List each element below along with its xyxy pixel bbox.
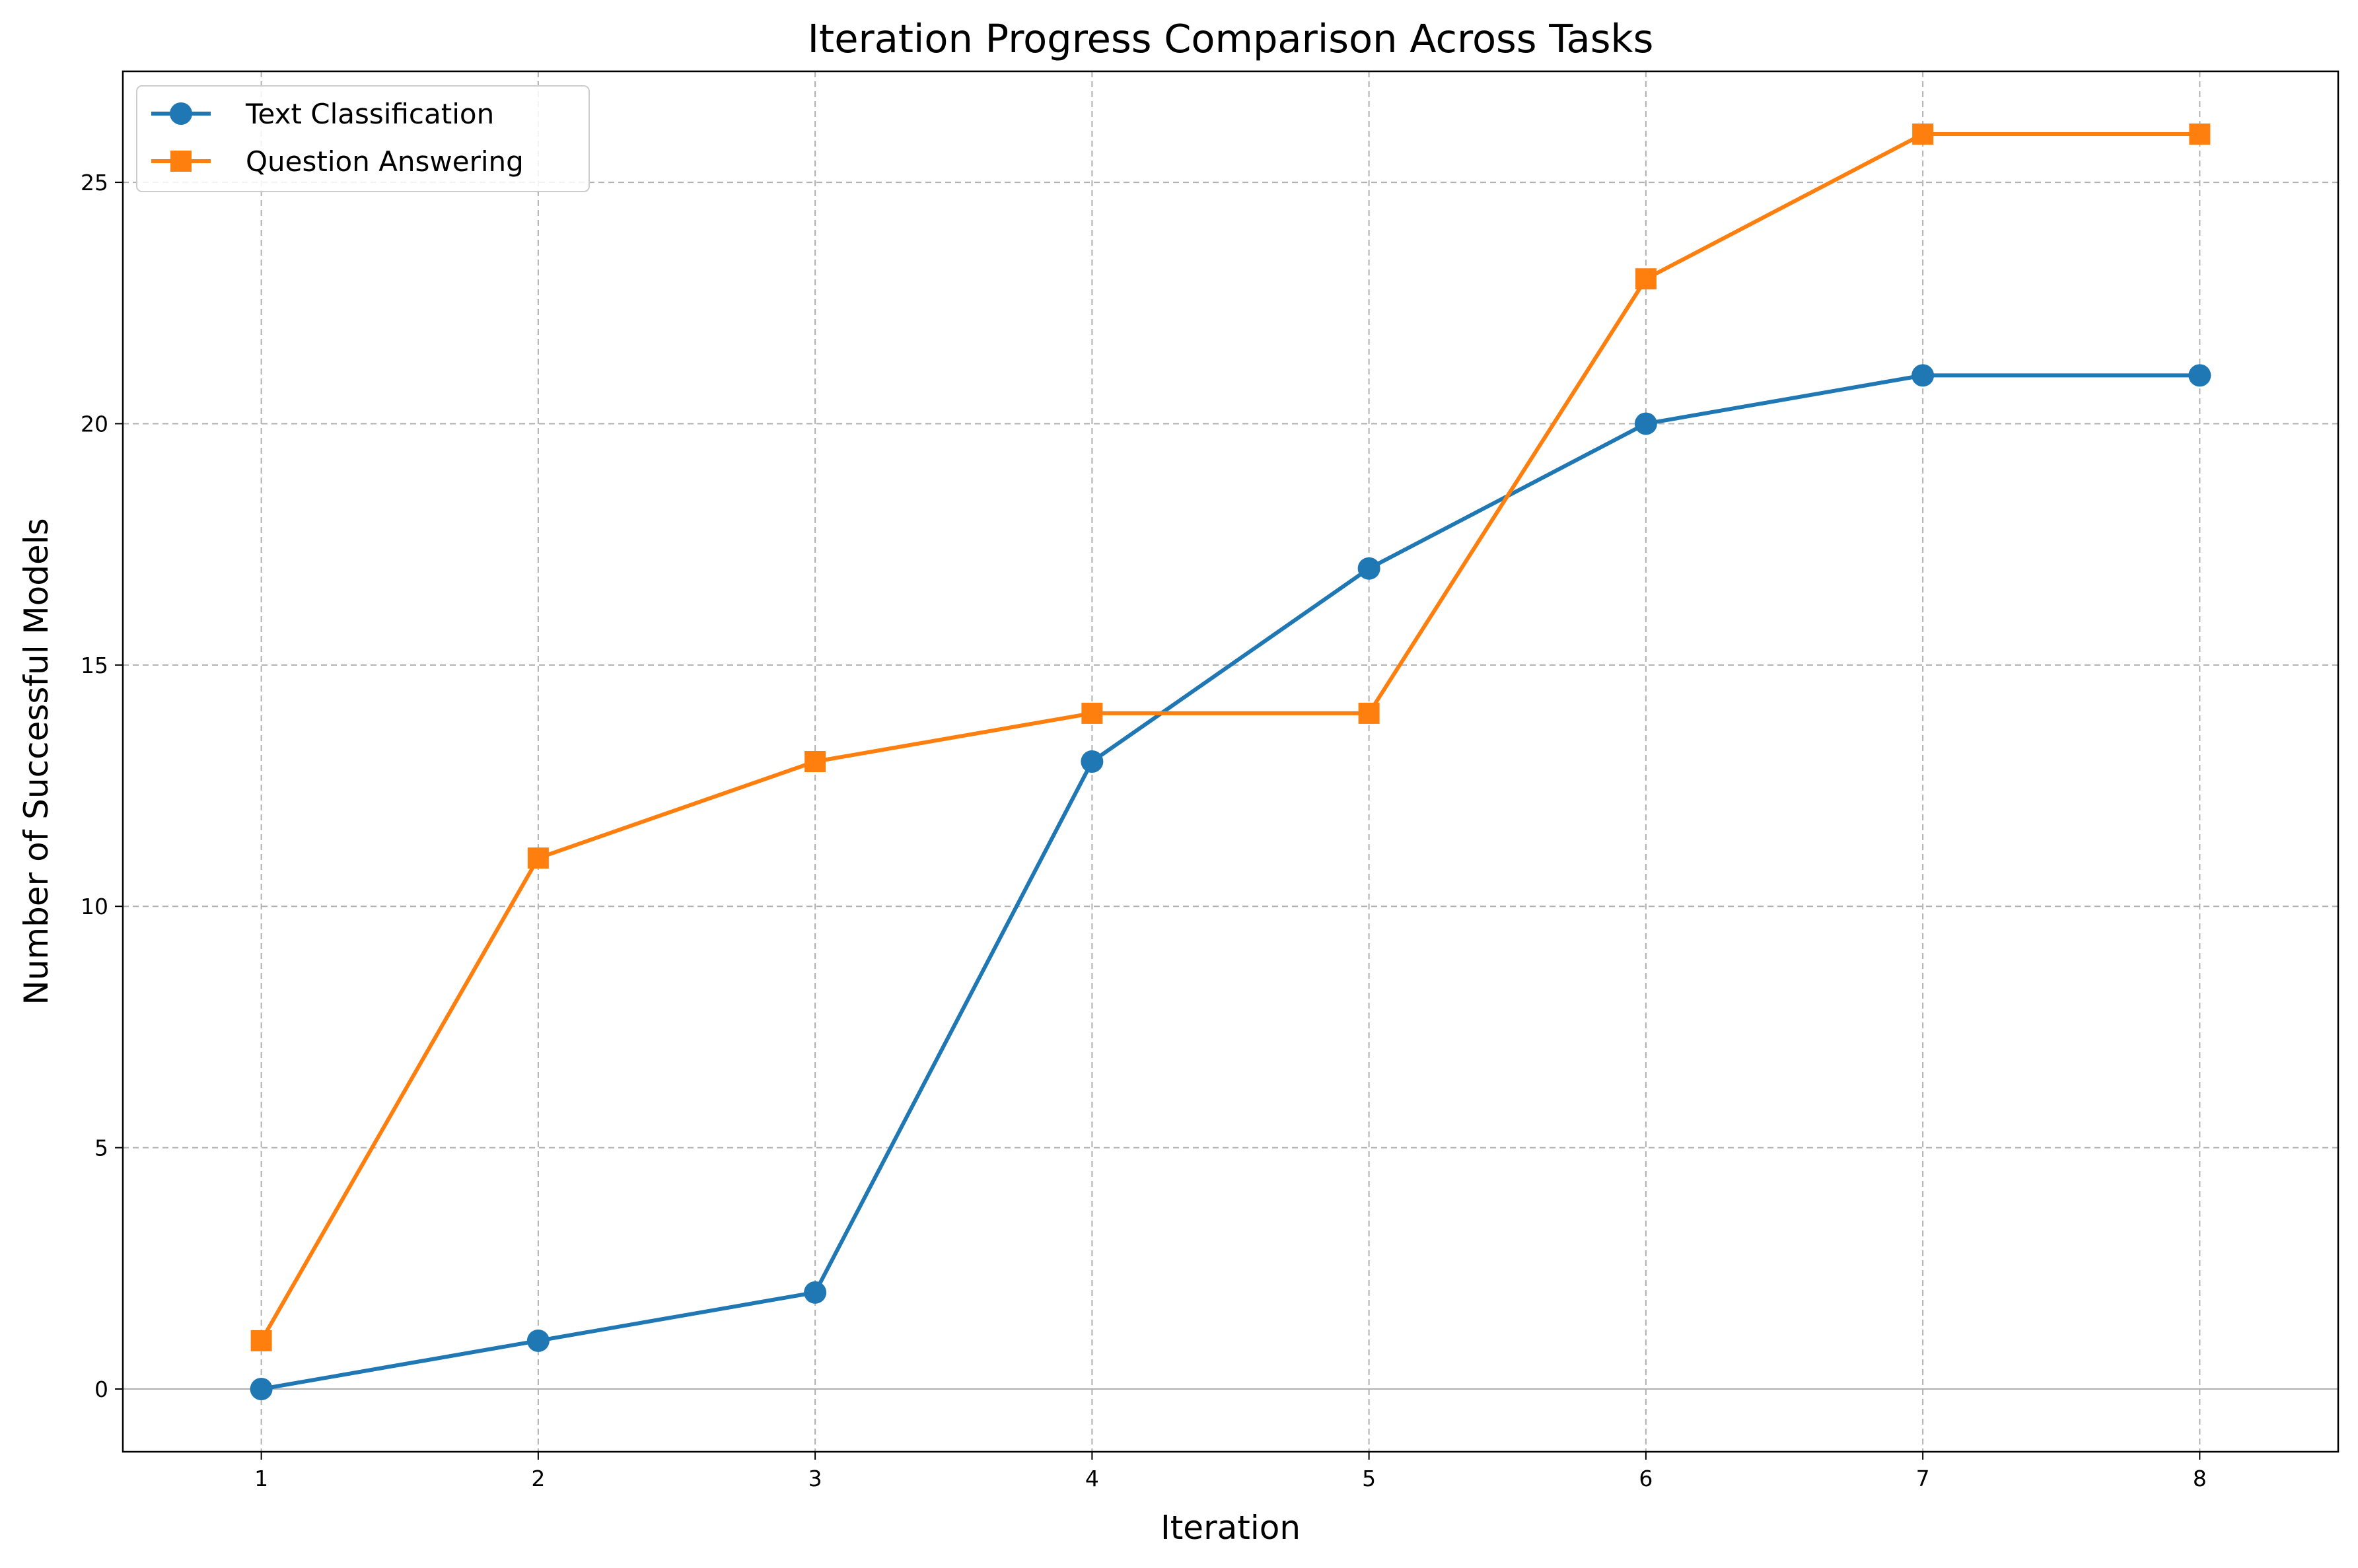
y-tick-label: 10 (81, 894, 108, 919)
data-point-text-classification (1911, 364, 1935, 387)
legend-marker-question-answering (170, 151, 192, 172)
x-tick-label: 1 (254, 1466, 268, 1491)
legend: Text Classification Question Answering (136, 85, 590, 192)
x-axis-label: Iteration (1161, 1509, 1301, 1547)
x-axis-ticks: 1 2 3 4 5 6 7 8 (254, 1452, 2207, 1491)
series-line-text-classification (261, 373, 2200, 1391)
series-line-question-answering (260, 132, 2200, 1342)
y-tick-label: 25 (81, 170, 108, 196)
y-axis-label: Number of Successful Models (17, 518, 55, 1005)
data-point-text-classification (2188, 364, 2211, 387)
data-point-question-answering (1912, 124, 1934, 145)
y-tick-label: 15 (81, 653, 108, 678)
x-tick-label: 5 (1362, 1466, 1376, 1491)
x-tick-label: 7 (1916, 1466, 1930, 1491)
data-point-question-answering (527, 847, 549, 869)
legend-label-text-classification: Text Classification (245, 98, 494, 130)
data-point-text-classification (250, 1378, 273, 1400)
series-layer (250, 124, 2211, 1400)
x-tick-label: 2 (531, 1466, 545, 1491)
y-tick-label: 5 (94, 1135, 108, 1161)
data-point-text-classification (1357, 557, 1380, 580)
data-point-question-answering (1358, 702, 1380, 724)
plot-frame (122, 70, 2340, 1453)
legend-marker-text-classification (170, 102, 192, 125)
y-tick-label: 20 (81, 411, 108, 437)
legend-box (136, 85, 590, 192)
data-point-question-answering (250, 1330, 272, 1351)
data-point-question-answering (1635, 268, 1657, 290)
data-point-text-classification (1634, 412, 1657, 435)
x-tick-label: 6 (1639, 1466, 1653, 1491)
data-point-question-answering (1081, 702, 1103, 724)
y-tick-label: 0 (94, 1376, 108, 1402)
legend-label-question-answering: Question Answering (246, 145, 524, 178)
x-tick-label: 4 (1085, 1466, 1099, 1491)
data-point-text-classification (804, 1281, 827, 1304)
data-point-text-classification (1081, 750, 1104, 773)
y-axis-ticks: 0 5 10 15 20 25 (81, 170, 123, 1402)
data-point-question-answering (804, 751, 826, 772)
x-tick-label: 3 (808, 1466, 822, 1491)
x-tick-label: 8 (2193, 1466, 2207, 1491)
chart-title: Iteration Progress Comparison Across Tas… (808, 16, 1654, 61)
data-point-question-answering (2189, 124, 2211, 145)
data-point-text-classification (526, 1329, 550, 1352)
